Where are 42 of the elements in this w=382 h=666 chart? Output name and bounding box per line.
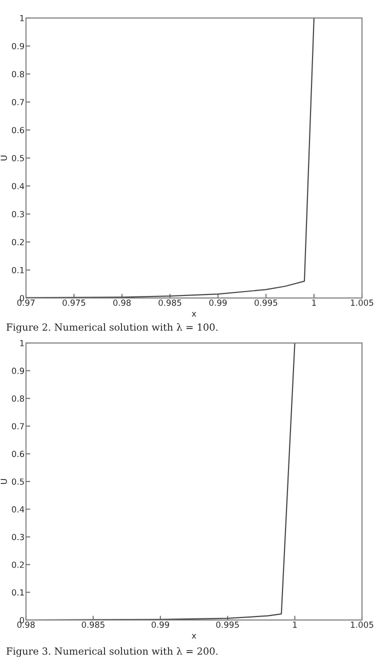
x-tick-label: 1 — [312, 300, 316, 306]
y-tick-label: 0.8 — [12, 70, 24, 78]
y-tick-label: 0 — [20, 294, 24, 302]
x-tick-label: 0.98 — [17, 622, 35, 628]
x-tick-label: 0.985 — [158, 300, 182, 306]
y-tick-label: 0.5 — [12, 478, 24, 485]
y-tick-label: 0.6 — [12, 450, 24, 458]
y-tick-label: 0.7 — [12, 98, 24, 106]
y-tick-label: 0.7 — [12, 423, 24, 430]
x-tick-label: 1.005 — [350, 622, 374, 628]
y-tick-label: 0.3 — [12, 210, 24, 218]
x-tick-label: 0.97 — [17, 300, 35, 306]
y-tick-label: 0.3 — [12, 534, 24, 540]
y-tick-label: 1 — [20, 15, 24, 22]
caption: Figure 3. Numerical solution with λ = 200. — [6, 647, 218, 657]
x-tick-label: 0.995 — [216, 622, 239, 628]
caption: Figure 2. Numerical solution with λ = 100. — [6, 323, 218, 333]
y-tick-label: 0.9 — [12, 368, 24, 374]
x-tick-label: 0.98 — [113, 300, 131, 306]
y-tick-label: 0 — [20, 616, 24, 624]
x-tick-label: 0.99 — [152, 622, 170, 628]
y-tick-label: 0.2 — [12, 238, 24, 246]
y-tick-label: 0.2 — [12, 562, 24, 568]
y-tick-label: 0.9 — [12, 42, 24, 50]
x-tick-label: 0.995 — [254, 300, 278, 306]
x-tick-label: 1 — [293, 622, 297, 628]
y-tick-label: 0.5 — [12, 154, 24, 162]
y-axis-title: U — [0, 479, 7, 484]
x-tick-label: 0.985 — [82, 622, 104, 628]
x-axis-title: x — [192, 634, 196, 639]
x-tick-label: 0.99 — [209, 300, 227, 306]
y-tick-label: 0.6 — [12, 126, 24, 134]
x-tick-label: 1.005 — [350, 300, 374, 306]
y-tick-label: 1 — [20, 340, 24, 346]
y-tick-label: 0.4 — [12, 182, 24, 190]
y-axis-title: U — [0, 156, 7, 160]
x-axis-title: x — [192, 312, 196, 317]
y-tick-label: 0.4 — [12, 506, 24, 512]
y-tick-label: 0.1 — [12, 266, 24, 274]
y-tick-label: 0.8 — [12, 395, 24, 402]
y-tick-label: 0.1 — [12, 589, 24, 596]
x-tick-label: 0.975 — [62, 300, 86, 306]
